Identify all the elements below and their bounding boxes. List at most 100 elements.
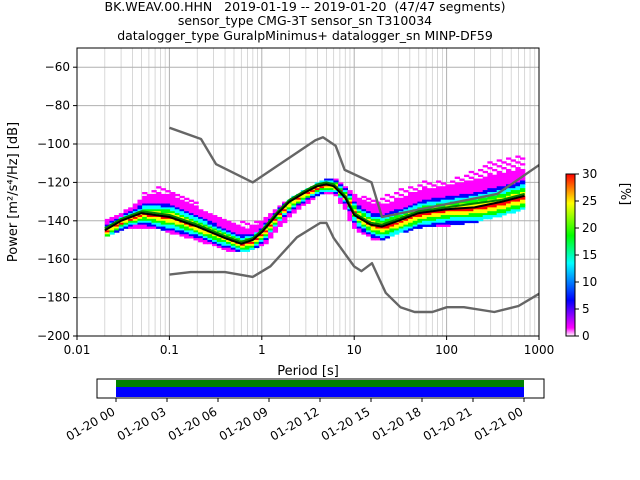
- psd-cell: [156, 222, 162, 226]
- psd-cell: [212, 243, 218, 247]
- psd-cell: [482, 188, 488, 191]
- psd-cell: [436, 192, 442, 195]
- psd-cell: [422, 197, 428, 201]
- psd-cell: [282, 220, 288, 224]
- psd-cell: [300, 197, 307, 201]
- psd-cell: [254, 230, 260, 233]
- psd-cell: [440, 197, 446, 201]
- psd-cell: [478, 184, 484, 187]
- psd-cell: [398, 199, 404, 202]
- psd-cell: [482, 193, 488, 197]
- psd-cell: [496, 159, 502, 162]
- psd-cell: [268, 224, 274, 227]
- psd-cell: [403, 197, 409, 201]
- psd-cell: [132, 218, 139, 222]
- psd-cell: [375, 232, 381, 235]
- psd-cell: [510, 184, 516, 187]
- psd-cell: [366, 197, 372, 201]
- psd-cell: [184, 201, 190, 204]
- psd-cell: [137, 201, 143, 204]
- psd-cell: [482, 170, 488, 174]
- psd-cell: [431, 216, 437, 220]
- psd-cell: [496, 213, 502, 216]
- psd-cell: [123, 213, 129, 216]
- psd-cell: [408, 205, 414, 208]
- psd-cell: [408, 199, 414, 202]
- psd-cell: [454, 209, 460, 212]
- psd-cell: [193, 228, 199, 231]
- psd-cell: [426, 213, 432, 216]
- psd-cell: [496, 211, 502, 214]
- psd-cell: [487, 176, 493, 179]
- psd-cell: [426, 182, 432, 185]
- psd-cell: [142, 215, 148, 218]
- psd-cell: [198, 228, 204, 231]
- psd-cell: [319, 186, 325, 189]
- psd-cell: [165, 201, 171, 204]
- psd-cell: [356, 213, 363, 216]
- psd-cell: [417, 192, 423, 195]
- psd-cell: [445, 222, 451, 226]
- psd-cell: [212, 234, 218, 237]
- psd-cell: [347, 190, 353, 193]
- psd-cell: [328, 188, 335, 191]
- psd-cell: [454, 188, 460, 191]
- psd-cell: [459, 190, 465, 193]
- psd-cell: [366, 201, 372, 204]
- psd-cell: [492, 184, 498, 187]
- psd-cell: [333, 193, 339, 197]
- psd-cell: [398, 209, 404, 212]
- psd-cell: [445, 224, 451, 227]
- psd-cell: [450, 213, 456, 216]
- psd-cell: [132, 203, 139, 206]
- psd-cell: [221, 243, 227, 247]
- psd-cell: [300, 193, 307, 197]
- psd-cell: [263, 230, 269, 233]
- psd-cell: [165, 205, 171, 208]
- psd-cell: [170, 213, 176, 216]
- psd-cell: [501, 192, 507, 195]
- psd-cell: [151, 226, 157, 229]
- mean-curve: [104, 183, 525, 245]
- psd-cell: [333, 182, 339, 185]
- psd-cell: [104, 220, 111, 224]
- psd-cell: [501, 180, 507, 183]
- psd-cell: [202, 238, 209, 241]
- psd-cell: [496, 182, 502, 185]
- psd-cell: [347, 199, 353, 202]
- psd-cell: [328, 180, 335, 183]
- psd-cell: [286, 203, 293, 206]
- psd-cell: [184, 230, 190, 233]
- psd-cell: [216, 240, 223, 243]
- psd-cell: [170, 222, 176, 226]
- psd-cell: [515, 167, 521, 170]
- psd-cell: [487, 190, 493, 193]
- psd-cell: [501, 172, 507, 176]
- psd-cell: [174, 193, 181, 197]
- psd-cell: [520, 184, 526, 187]
- psd-cell: [146, 193, 153, 197]
- psd-cell: [342, 205, 349, 208]
- psd-cell: [188, 211, 195, 214]
- psd-cell: [520, 157, 526, 160]
- psd-cell: [286, 205, 293, 208]
- psd-cell: [394, 209, 400, 212]
- psd-cell: [398, 222, 404, 226]
- psd-cell: [510, 193, 516, 197]
- psd-cell: [137, 218, 143, 222]
- psd-cell: [226, 220, 232, 224]
- psd-cell: [221, 230, 227, 233]
- psd-cell: [510, 159, 516, 162]
- psd-cell: [272, 220, 279, 224]
- psd-cell: [496, 178, 502, 181]
- psd-cell: [464, 220, 470, 224]
- psd-cell: [207, 216, 213, 220]
- psd-cell: [370, 209, 376, 212]
- psd-cell: [384, 230, 390, 233]
- psd-cell: [314, 193, 321, 197]
- psd-cell: [468, 220, 474, 224]
- psd-cell: [412, 224, 418, 227]
- psd-cell: [174, 215, 181, 218]
- psd-cell: [174, 205, 181, 208]
